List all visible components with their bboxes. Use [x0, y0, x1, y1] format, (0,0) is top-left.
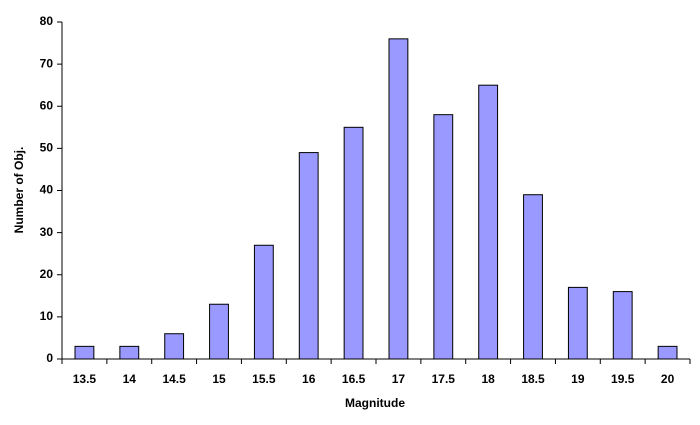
x-tick-label: 20 — [661, 372, 675, 386]
bar — [433, 114, 454, 360]
bar — [478, 84, 499, 360]
bar — [253, 244, 274, 360]
x-tick-label: 15 — [212, 372, 226, 386]
bar — [119, 345, 140, 360]
bar — [298, 152, 319, 360]
x-tick-label: 16.5 — [342, 372, 366, 386]
y-tick-label: 70 — [40, 56, 54, 70]
y-tick-label: 80 — [40, 14, 54, 28]
bar — [74, 345, 95, 360]
y-tick-label: 30 — [40, 225, 54, 239]
y-tick-label: 20 — [40, 267, 54, 281]
x-tick-label: 16 — [302, 372, 316, 386]
bar — [567, 286, 588, 360]
x-tick-label: 15.5 — [252, 372, 276, 386]
y-tick-label: 40 — [40, 183, 54, 197]
x-axis-title: Magnitude — [345, 396, 405, 410]
bar — [209, 303, 229, 360]
x-tick-label: 14.5 — [162, 372, 186, 386]
x-tick-label: 19.5 — [611, 372, 635, 386]
x-tick-label: 19 — [571, 372, 585, 386]
x-tick-label: 14 — [123, 372, 137, 386]
x-tick-label: 17 — [392, 372, 406, 386]
bar — [164, 333, 185, 360]
bar — [612, 291, 633, 360]
bar — [388, 38, 409, 360]
x-tick-label: 18.5 — [521, 372, 545, 386]
y-tick-label: 10 — [40, 309, 54, 323]
y-tick-label: 50 — [40, 141, 54, 155]
y-axis-title: Number of Obj. — [12, 147, 26, 234]
bar — [657, 345, 678, 360]
y-tick-label: 60 — [40, 98, 54, 112]
x-tick-label: 18 — [481, 372, 495, 386]
bar — [523, 194, 543, 360]
x-tick-label: 17.5 — [432, 372, 456, 386]
bar — [343, 126, 364, 360]
y-tick-label: 0 — [46, 351, 53, 365]
x-tick-label: 13.5 — [73, 372, 97, 386]
